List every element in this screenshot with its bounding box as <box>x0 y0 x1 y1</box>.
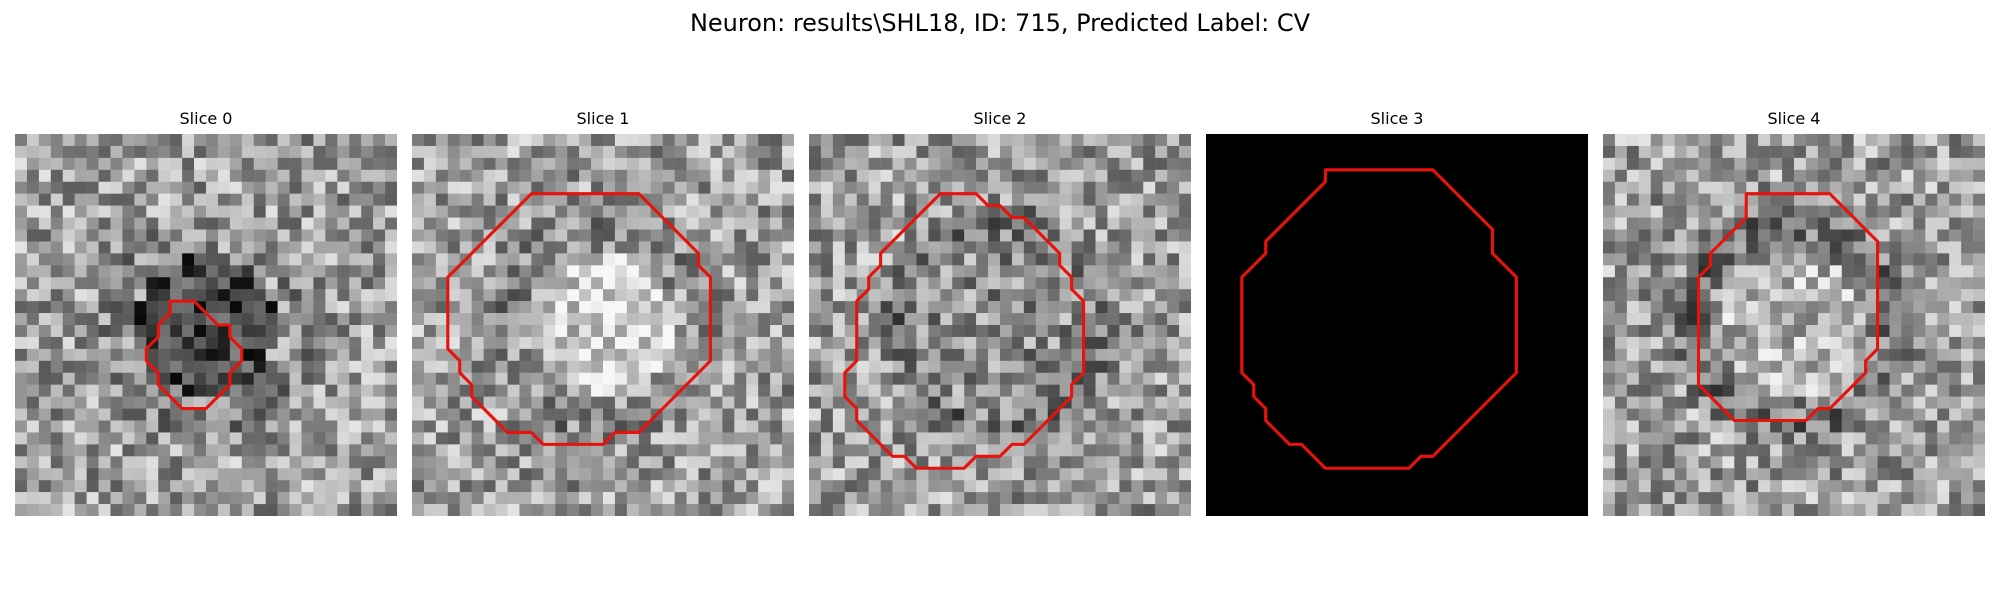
slice-2-image <box>809 134 1191 516</box>
slice-4-image <box>1603 134 1985 516</box>
slice-1-panel: Slice 1 <box>412 108 794 520</box>
black-background <box>1206 134 1588 516</box>
segmentation-contour <box>1696 192 1880 423</box>
slice-3-image <box>1206 134 1588 516</box>
slice-0-image <box>15 134 397 516</box>
segmentation-contour <box>1240 168 1518 470</box>
figure-title: Neuron: results\SHL18, ID: 715, Predicte… <box>689 9 1311 37</box>
slice-2-panel: Slice 2 <box>809 108 1191 520</box>
pixel-texture <box>1603 134 1985 516</box>
slice-1-title: Slice 1 <box>576 109 630 128</box>
slice-2-title: Slice 2 <box>973 109 1027 128</box>
pixel-texture <box>15 134 397 516</box>
segmentation-contour <box>843 192 1086 470</box>
slice-3-title: Slice 3 <box>1370 109 1424 128</box>
pixel-texture <box>809 134 1191 516</box>
slice-0-title: Slice 0 <box>179 109 233 128</box>
segmentation-contour <box>446 192 712 446</box>
slice-1-image <box>412 134 794 516</box>
segmentation-contour <box>144 299 244 411</box>
pixel-texture <box>412 134 794 516</box>
slice-4-panel: Slice 4 <box>1603 108 1985 520</box>
slice-3-panel: Slice 3 <box>1206 108 1588 520</box>
slice-0-panel: Slice 0 <box>15 108 397 520</box>
slice-4-title: Slice 4 <box>1767 109 1821 128</box>
